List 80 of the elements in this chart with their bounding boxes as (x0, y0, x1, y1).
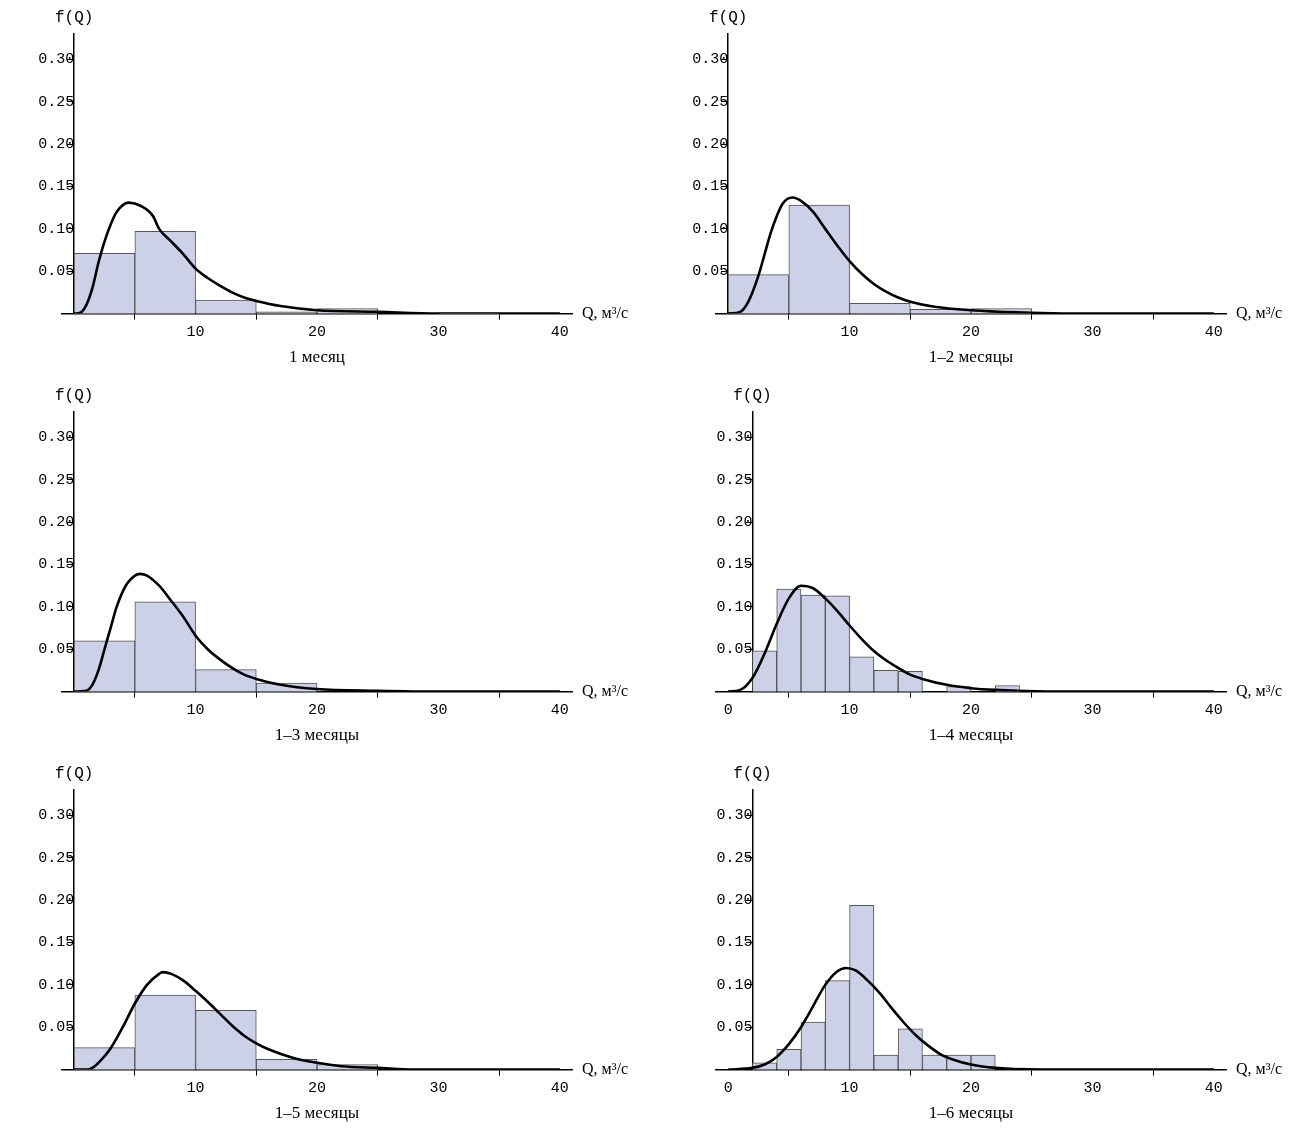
x-tick-label: 20 (961, 701, 981, 719)
y-tick-label: 0.05 (38, 263, 75, 281)
x-tick-label: 20 (307, 701, 327, 719)
y-tick-label: 0.30 (716, 429, 753, 447)
y-axis-title: f(Q) (54, 9, 94, 28)
x-tick-label: 10 (840, 701, 859, 719)
x-axis-title: Q, м³/с (582, 681, 629, 699)
y-axis-title: f(Q) (54, 387, 94, 406)
x-tick-label: 40 (550, 701, 569, 719)
y-tick-label: 0.10 (716, 598, 753, 616)
x-tick-label: 10 (840, 323, 859, 341)
x-tick-label: 40 (550, 323, 569, 341)
y-tick-label: 0.15 (716, 934, 753, 952)
y-tick-label: 0.10 (38, 220, 75, 238)
text: 1–5 месяцы (274, 1103, 360, 1123)
text: 1 месяц (289, 347, 345, 367)
y-tick-label: 0.20 (692, 136, 729, 154)
x-tick-label: 10 (186, 701, 205, 719)
y-tick-label: 0.05 (716, 1019, 753, 1037)
x-tick-label: 30 (1083, 701, 1102, 719)
x-tick-label: 40 (550, 1079, 569, 1097)
y-tick-label: 0.25 (716, 471, 753, 489)
y-tick-label: 0.05 (716, 641, 753, 659)
y-tick-label: 0.05 (38, 1019, 75, 1037)
y-tick-label: 0.15 (38, 178, 75, 196)
text: 1–4 месяцы (928, 725, 1014, 745)
y-tick-label: 0.30 (38, 807, 75, 825)
y-tick-label: 0.15 (38, 556, 75, 574)
y-tick-label: 0.30 (38, 429, 75, 447)
x-axis-title: Q, м³/с (1236, 303, 1283, 321)
y-axis-title: f(Q) (54, 765, 94, 784)
y-tick-label: 0.15 (716, 556, 753, 574)
y-tick-label: 0.25 (692, 93, 729, 111)
x-axis-title: Q, м³/с (582, 303, 629, 321)
x-tick-label: 30 (1083, 323, 1102, 341)
x-tick-label: 10 (186, 323, 205, 341)
x-axis-title: Q, м³/с (582, 1059, 629, 1077)
y-axis-title: f(Q) (708, 9, 748, 28)
y-tick-label: 0.10 (692, 220, 729, 238)
x-tick-label: 30 (429, 1079, 448, 1097)
x-tick-label: 40 (1204, 1079, 1223, 1097)
y-tick-label: 0.20 (38, 892, 75, 910)
y-tick-label: 0.25 (716, 849, 753, 867)
y-tick-label: 0.15 (692, 178, 729, 196)
y-tick-label: 0.25 (38, 471, 75, 489)
y-axis-title: f(Q) (733, 765, 772, 784)
x-tick-label: 20 (961, 1079, 981, 1097)
x-axis-title: Q, м³/с (1236, 681, 1283, 699)
x-tick-label: 40 (1204, 701, 1223, 719)
x-tick-label: 30 (1083, 1079, 1102, 1097)
x-tick-label: 20 (307, 323, 327, 341)
y-tick-label: 0.10 (38, 598, 75, 616)
x-tick-label: 20 (961, 323, 981, 341)
x-tick-label: 10 (186, 1079, 205, 1097)
y-tick-label: 0.05 (692, 263, 729, 281)
y-tick-label: 0.20 (716, 892, 753, 910)
y-tick-label: 0.20 (38, 514, 75, 532)
x-tick-label: 30 (429, 323, 448, 341)
y-tick-label: 0.10 (716, 976, 753, 994)
y-tick-label: 0.25 (38, 93, 75, 111)
x-axis-title: Q, м³/с (1236, 1059, 1283, 1077)
x-tick-label: 40 (1204, 323, 1223, 341)
x-tick-label: 10 (840, 1079, 859, 1097)
x-tick-label: 0 (723, 701, 733, 719)
y-tick-label: 0.25 (38, 849, 75, 867)
y-tick-label: 0.30 (716, 807, 753, 825)
y-tick-label: 0.10 (38, 976, 75, 994)
y-tick-label: 0.20 (38, 136, 75, 154)
y-tick-label: 0.15 (38, 934, 75, 952)
y-tick-label: 0.05 (38, 641, 75, 659)
y-tick-label: 0.20 (716, 514, 753, 532)
x-tick-label: 0 (723, 1079, 733, 1097)
y-axis-title: f(Q) (733, 387, 772, 406)
y-tick-label: 0.30 (692, 51, 729, 69)
text: 1–6 месяцы (928, 1103, 1014, 1123)
x-tick-label: 30 (429, 701, 448, 719)
x-tick-label: 20 (307, 1079, 327, 1097)
text: 1–2 месяцы (928, 347, 1014, 367)
y-tick-label: 0.30 (38, 51, 75, 69)
text: 1–3 месяцы (274, 725, 360, 745)
